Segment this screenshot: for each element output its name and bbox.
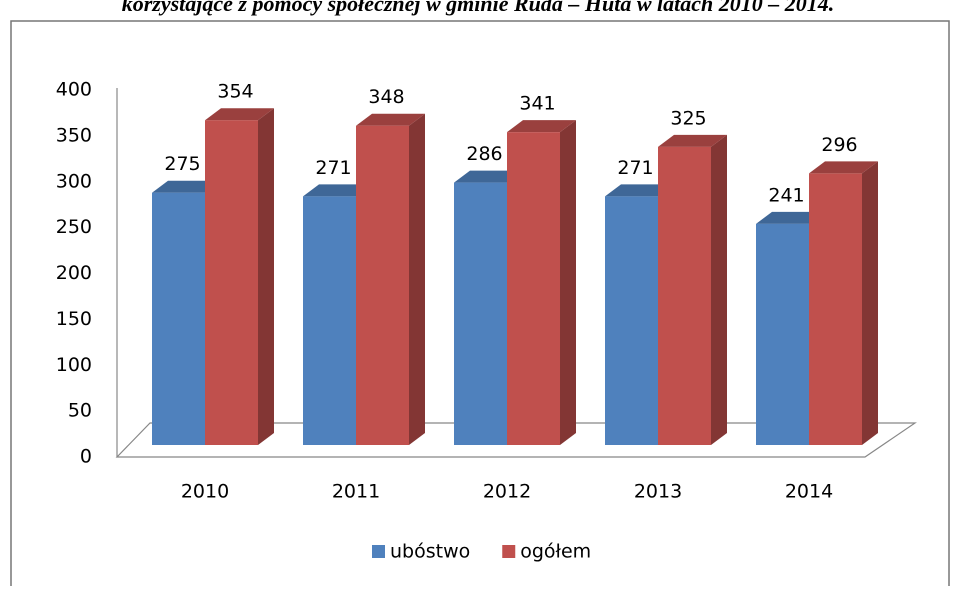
bar-face [658,146,711,445]
data-label: 275 [164,153,200,175]
x-tick-label: 2010 [181,481,229,503]
x-tick-label: 2014 [785,481,833,503]
bar-face [605,184,674,197]
x-tick-label: 2011 [332,481,380,503]
data-label: 296 [821,134,857,156]
legend-label: ubóstwo [390,541,470,563]
bar-face [711,134,727,445]
bar-face [152,180,221,193]
data-label: 341 [519,93,555,115]
legend-label: ogółem [520,541,591,563]
chart-border [10,20,950,590]
bar-face [605,196,658,445]
bar [658,134,727,445]
bar-face [356,113,425,126]
bar-face [809,161,878,174]
y-tick-label: 250 [56,216,92,238]
bar-face [303,184,372,197]
chart-title: korzystające z pomocy społecznej w gmini… [122,0,835,16]
y-tick-label: 200 [56,262,92,284]
legend-swatch [502,545,516,558]
y-tick-label: 0 [80,446,92,468]
y-tick-label: 150 [56,308,92,330]
bar-face [356,125,409,446]
bar-face [809,173,862,446]
data-label: 354 [217,81,253,103]
y-tick-label: 350 [56,124,92,146]
bar [356,113,425,446]
bar [205,108,274,445]
bar-face [507,132,560,445]
bar-face [507,120,576,133]
bar-face [658,134,727,147]
data-label: 271 [315,157,351,179]
x-tick-label: 2012 [483,481,531,503]
bar-face [862,161,878,446]
y-tick-label: 100 [56,354,92,376]
bar-face [454,170,523,183]
bar-face [205,120,258,445]
data-label: 241 [768,184,804,206]
bar [809,161,878,446]
bar-face [205,108,274,121]
bar-face [303,196,356,445]
bar [507,120,576,445]
bar-face [560,120,576,445]
data-label: 348 [368,86,404,108]
data-label: 271 [617,157,653,179]
x-tick-label: 2013 [634,481,682,503]
bar-face [409,113,425,446]
legend-swatch [372,545,385,558]
bar-face [258,108,274,445]
bar-face [756,211,825,224]
y-tick-label: 300 [56,170,92,192]
y-tick-label: 400 [56,79,92,101]
bar-face [756,223,809,445]
data-label: 325 [670,107,706,129]
bar-face [152,192,205,445]
data-label: 286 [466,143,502,165]
y-tick-label: 50 [68,400,92,422]
bar-face [454,182,507,445]
